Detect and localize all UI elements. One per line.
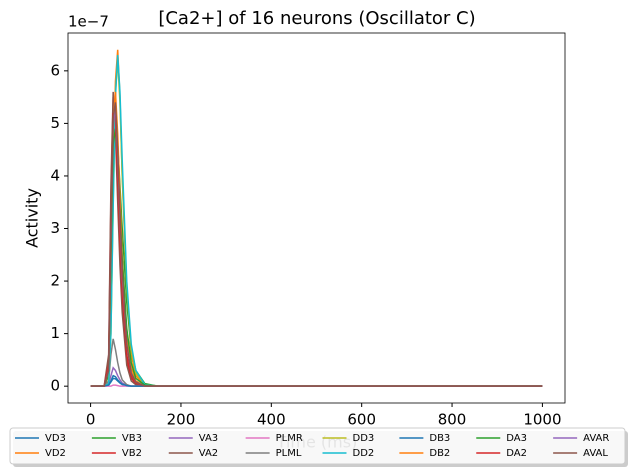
chart-title: [Ca2+] of 16 neurons (Oscillator C) [158, 8, 475, 29]
legend-label: VB3 [122, 433, 142, 444]
y-tick-label: 6 [50, 61, 60, 79]
legend-label: VD2 [45, 448, 66, 459]
legend-box [9, 427, 626, 465]
legend-label: PLMR [276, 433, 303, 444]
y-axis-label: Activity [23, 188, 42, 248]
series-line [90, 377, 543, 387]
series-line [90, 91, 543, 387]
series-line [90, 338, 543, 387]
legend-label: PLML [276, 448, 302, 459]
x-tick-label: 400 [257, 411, 286, 429]
legend-label: VA3 [199, 433, 218, 444]
legend-label: VD3 [45, 433, 66, 444]
y-tick-label: 4 [50, 166, 60, 184]
offset-label: 1e−7 [68, 13, 109, 31]
series-line [90, 60, 543, 387]
legend-label: DA3 [506, 433, 527, 444]
x-tick-label: 600 [347, 411, 376, 429]
y-tick-label: 2 [50, 272, 60, 290]
series-line [90, 91, 543, 387]
legend-label: DD2 [353, 448, 375, 459]
legend-label: DB2 [429, 448, 450, 459]
legend-label: AVAR [583, 433, 609, 444]
x-tick-label: 1000 [523, 411, 561, 429]
x-tick-label: 200 [167, 411, 196, 429]
x-tick-label: 800 [438, 411, 467, 429]
plot-frame [67, 32, 566, 404]
series-line [90, 107, 543, 387]
y-tick-label: 5 [50, 114, 60, 132]
x-tick-label: 0 [86, 411, 96, 429]
legend-label: VB2 [122, 448, 142, 459]
series-line [90, 55, 543, 387]
series-line [90, 97, 543, 387]
series-line [90, 112, 543, 387]
series-line [90, 123, 543, 387]
y-tick-label: 0 [50, 377, 60, 395]
legend-label: DB3 [429, 433, 450, 444]
series-line [90, 102, 543, 387]
legend-label: VA2 [199, 448, 218, 459]
y-tick-label: 3 [50, 219, 60, 237]
series-line [90, 366, 543, 387]
legend-label: DD3 [353, 433, 375, 444]
series-line [90, 49, 543, 387]
series-line [90, 374, 543, 387]
legend-label: DA2 [506, 448, 527, 459]
legend-label: AVAL [583, 448, 608, 459]
series-line [90, 128, 543, 387]
y-tick-label: 1 [50, 324, 60, 342]
